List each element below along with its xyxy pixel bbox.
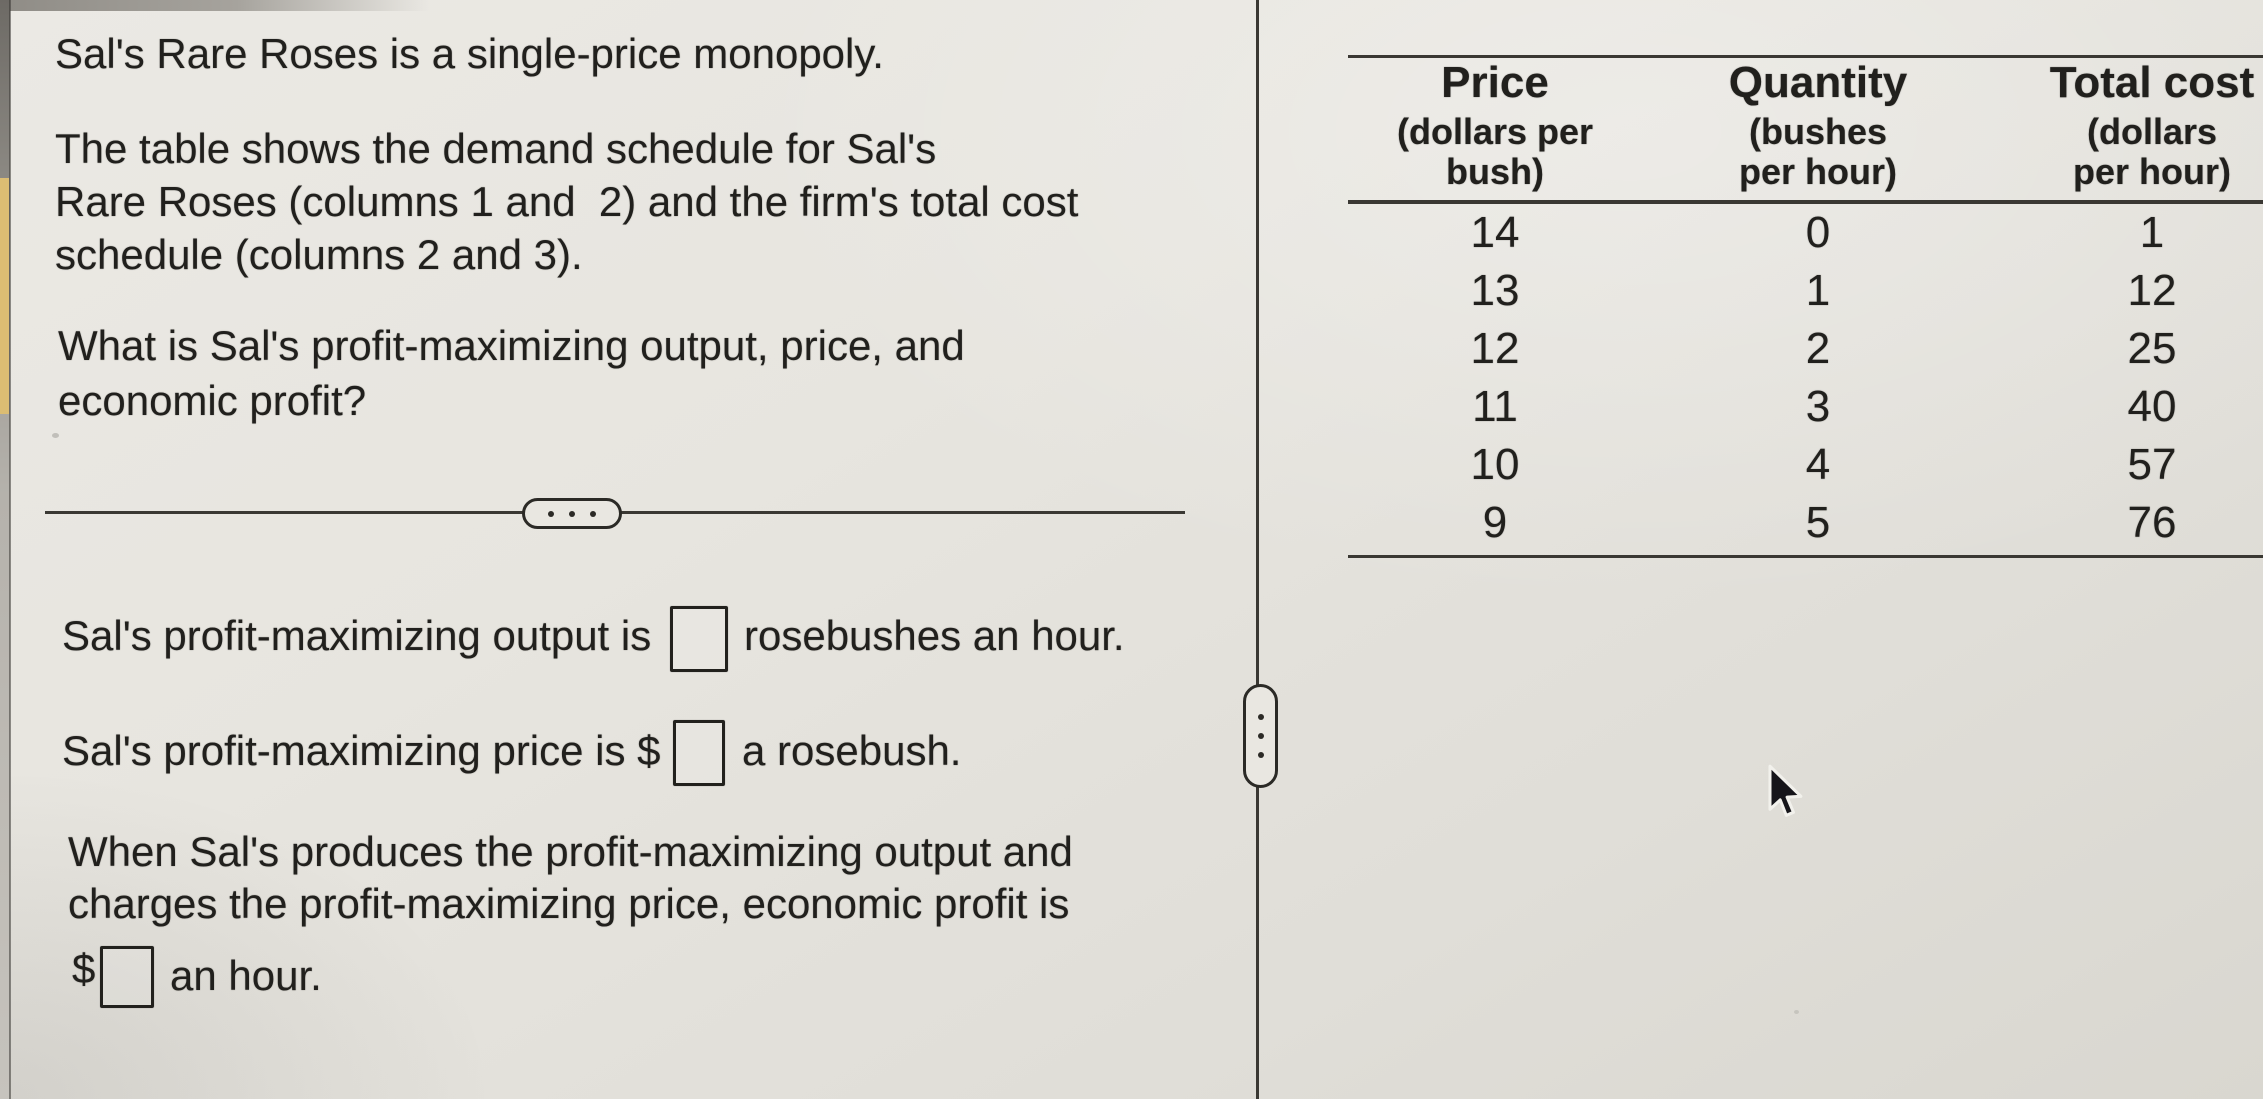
cell-quantity: 0 — [1805, 208, 1831, 257]
question-body-line: Rare Roses (columns 1 and 2) and the fir… — [55, 178, 1079, 225]
cell-cost: 76 — [2127, 498, 2177, 547]
cell-cost: 12 — [2127, 266, 2177, 315]
cell-price: 11 — [1472, 382, 1518, 431]
price-answer-box[interactable] — [673, 720, 725, 786]
page-edge-line — [9, 0, 11, 1099]
output-answer-box[interactable] — [670, 606, 728, 672]
col-unit-quantity: (bushes — [1748, 111, 1888, 152]
profit-answer-line2: charges the profit-maximizing price, eco… — [68, 880, 1070, 927]
ellipsis-vertical-icon — [1257, 733, 1264, 739]
cell-cost: 1 — [2139, 208, 2165, 257]
ellipsis-horizontal-icon — [548, 510, 554, 517]
price-answer-label-before: Sal's profit-maximizing price is $ — [62, 727, 661, 774]
output-answer-label-before: Sal's profit-maximizing output is — [62, 612, 652, 659]
col-unit-price: (dollars per — [1396, 111, 1594, 152]
col-header-totalcost: Total cost — [2049, 58, 2255, 107]
photo-left-edge — [0, 0, 10, 1099]
ellipsis-vertical-icon — [1257, 752, 1264, 758]
cell-price: 12 — [1470, 324, 1520, 373]
price-answer-label-after: a rosebush. — [742, 727, 962, 774]
table-header-rule — [1348, 200, 2263, 204]
cell-cost: 57 — [2127, 440, 2177, 489]
col-header-quantity: Quantity — [1728, 58, 1908, 107]
col-unit-totalcost: per hour) — [2073, 151, 2231, 192]
cell-price: 9 — [1482, 498, 1508, 547]
cell-cost: 25 — [2127, 324, 2177, 373]
col-header-price: Price — [1441, 58, 1549, 107]
cell-price: 13 — [1470, 266, 1520, 315]
cell-quantity: 2 — [1805, 324, 1831, 373]
photo-speck — [52, 433, 59, 438]
table-bottom-rule — [1348, 555, 2263, 558]
section-collapse-handle[interactable] — [522, 498, 622, 529]
profit-answer-box[interactable] — [100, 946, 154, 1008]
col-unit-price: bush) — [1446, 151, 1544, 192]
cell-price: 10 — [1470, 440, 1520, 489]
col-unit-totalcost: (dollars — [2086, 111, 2218, 152]
output-answer-label-after: rosebushes an hour. — [744, 612, 1125, 659]
arrow-cursor-icon — [1768, 764, 1803, 817]
pane-divider-line — [1256, 0, 1259, 1099]
cell-quantity: 4 — [1805, 440, 1831, 489]
table-top-rule — [1348, 55, 2263, 58]
cell-quantity: 3 — [1805, 382, 1831, 431]
cell-cost: 40 — [2127, 382, 2177, 431]
cell-quantity: 1 — [1805, 266, 1831, 315]
profit-answer-label-after: an hour. — [170, 952, 322, 999]
question-prompt-line: economic profit? — [58, 377, 367, 424]
col-unit-quantity: per hour) — [1739, 151, 1897, 192]
question-intro: Sal's Rare Roses is a single-price monop… — [55, 30, 884, 77]
ellipsis-horizontal-icon — [569, 510, 575, 517]
photo-speck — [1794, 1010, 1799, 1014]
pane-resize-handle[interactable] — [1243, 684, 1278, 788]
ellipsis-vertical-icon — [1257, 714, 1264, 720]
cell-quantity: 5 — [1805, 498, 1831, 547]
yellow-page-edge — [0, 178, 9, 414]
ellipsis-horizontal-icon — [590, 510, 596, 517]
profit-answer-dollar: $ — [72, 945, 96, 992]
profit-answer-line1: When Sal's produces the profit-maximizin… — [68, 828, 1073, 875]
photo-top-edge — [0, 0, 430, 11]
question-body-line: schedule (columns 2 and 3). — [55, 231, 583, 278]
question-body-line: The table shows the demand schedule for … — [55, 125, 937, 172]
cell-price: 14 — [1470, 208, 1520, 257]
question-prompt-line: What is Sal's profit-maximizing output, … — [58, 322, 965, 369]
